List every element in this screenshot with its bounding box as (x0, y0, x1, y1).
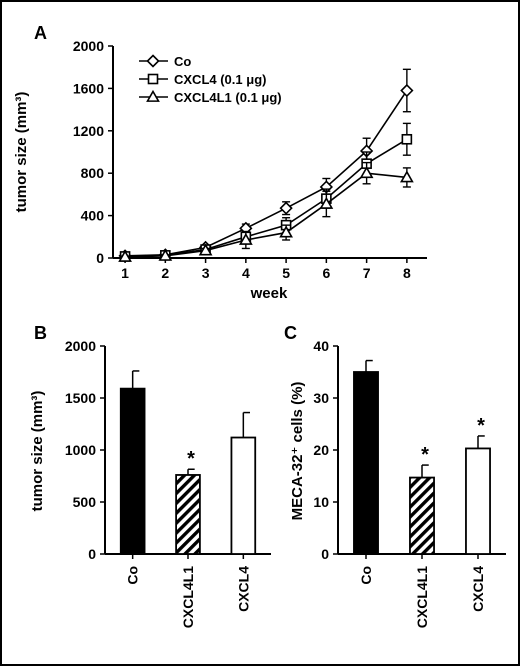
panel-b-x-tick-label: CXCL4L1 (180, 566, 196, 628)
panel-a-x-tick-label: 4 (242, 265, 250, 281)
panel-label-b: B (34, 323, 47, 343)
panel-b-y-tick-label: 1000 (65, 442, 96, 458)
panel-c-x-tick-label: CXCL4 (470, 566, 486, 612)
panel-a-y-tick-label: 2000 (73, 38, 104, 54)
series-co-point (279, 201, 293, 215)
legend-label-cxcl4l1: CXCL4L1 (0.1 μg) (174, 90, 282, 105)
panel-c-bar-cxcl4l1-significance-mark: * (421, 444, 429, 466)
legend-label-cxcl4: CXCL4 (0.1 μg) (174, 72, 266, 87)
panel-b-y-axis-title: tumor size (mm³) (29, 391, 46, 512)
panel-b-x-tick-label: Co (125, 566, 141, 585)
panel-c-y-tick-label: 0 (321, 546, 329, 562)
series-co-point (400, 83, 414, 98)
legend-cxcl4-0-1-g-swatch-marker (147, 73, 159, 85)
series-cxcl4l1-0-1-g-point (118, 249, 132, 262)
series-cxcl4-0-1-g-line (125, 138, 408, 258)
series-cxcl4l1-0-1-g-point (198, 243, 213, 256)
panel-a-x-axis-title: week (250, 285, 288, 302)
panel-c-y-axis-title: MECA-32⁺ cells (%) (289, 382, 306, 521)
panel-a-y-tick-label: 0 (96, 250, 104, 266)
panel-b-bar-chart: 0 500 1000 1500 2000 Co * CXCL4L1 CXCL4 (65, 338, 271, 628)
panel-b-bar-cxcl4l1-significance-mark: * (187, 448, 195, 470)
series-cxcl4l1-0-1-g-point (158, 248, 173, 261)
panel-a-x-tick-label: 6 (322, 265, 330, 281)
panel-a-x-tick-label: 7 (363, 265, 371, 281)
series-cxcl4l1-0-1-g-point (319, 196, 334, 209)
legend-co-swatch-marker (146, 54, 160, 68)
panel-c-y-tick-label: 40 (313, 338, 329, 354)
panel-c-bar-cxcl4l1 (409, 476, 435, 555)
panel-a-line-chart: 0 400 800 1200 1600 2000 1 2 3 4 5 6 7 8 (73, 38, 427, 281)
panel-a-legend: Co CXCL4 (0.1 μg) CXCL4L1 (0.1 μg) (174, 54, 282, 105)
panel-c-bar-chart: 0 10 20 30 40 Co * CXCL4L1 * CXCL4 (313, 338, 506, 628)
legend-cxcl4l1-0-1-g-swatch-marker (146, 89, 160, 102)
panel-b-bar-co (119, 387, 146, 555)
panel-a-x-tick-label: 1 (121, 265, 129, 281)
panel-b-x-tick-label: CXCL4 (235, 566, 251, 612)
panel-c-y-tick-label: 30 (313, 390, 329, 406)
series-cxcl4l1-0-1-g-point (359, 166, 374, 179)
panel-c-x-tick-label: CXCL4L1 (414, 566, 430, 628)
panel-c-y-tick-label: 10 (313, 494, 329, 510)
panel-a-x-tick-label: 8 (403, 265, 411, 281)
panel-b-y-tick-label: 2000 (65, 338, 96, 354)
panel-c-y-tick-label: 20 (313, 442, 329, 458)
series-cxcl4l1-0-1-g-line (125, 172, 407, 258)
panel-label-c: C (284, 323, 297, 343)
panel-c-bar-co (353, 371, 379, 555)
panel-c-bar-cxcl4 (465, 447, 491, 555)
panel-b-bar-cxcl4 (230, 436, 257, 555)
panel-c-x-tick-label: Co (358, 566, 374, 585)
legend-label-co: Co (174, 54, 191, 69)
series-cxcl4l1-0-1-g-point (279, 225, 293, 238)
panel-a-x-tick-label: 2 (161, 265, 169, 281)
series-cxcl4l1-0-1-g-point (399, 170, 414, 183)
panel-b-y-tick-label: 1500 (65, 390, 96, 406)
panel-a-y-tick-label: 1200 (73, 123, 104, 139)
panel-a-x-tick-label: 3 (202, 265, 210, 281)
panel-a-x-tick-label: 5 (282, 265, 290, 281)
panel-b-y-tick-label: 0 (88, 546, 96, 562)
panel-a-y-axis-title: tumor size (mm³) (13, 92, 30, 213)
panel-a-y-tick-label: 1600 (73, 80, 104, 96)
panel-c-bar-cxcl4-significance-mark: * (477, 415, 485, 437)
series-cxcl4l1-0-1-g-point (238, 232, 253, 245)
panel-a-y-tick-label: 400 (81, 208, 105, 224)
series-cxcl4-0-1-g-point (401, 133, 413, 145)
panel-label-a: A (34, 23, 47, 43)
panel-b-bar-cxcl4l1 (175, 474, 201, 555)
panel-b-y-tick-label: 500 (73, 494, 97, 510)
panel-a-y-tick-label: 800 (81, 165, 105, 181)
